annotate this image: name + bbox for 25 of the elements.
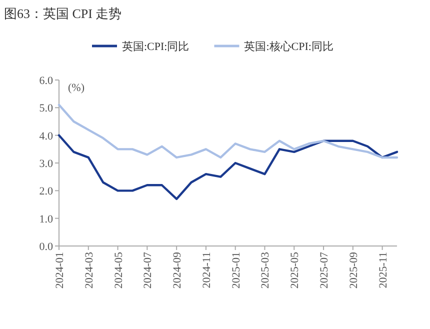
legend-label: 英国:核心CPI:同比 [244,40,334,53]
y-tick-label: 3.0 [39,158,54,170]
x-tick-label: 2025-05 [289,252,302,289]
legend-label: 英国:CPI:同比 [122,40,190,53]
x-tick-label: 2025-11 [377,252,390,288]
x-tick-label: 2025-07 [318,252,331,289]
x-tick-label: 2025-01 [230,252,242,289]
y-tick-label: 5.0 [39,102,54,115]
chart-title: 图63：英国 CPI 走势 [4,6,122,21]
x-tick-label: 2024-11 [200,252,213,288]
x-tick-label: 2024-01 [54,252,66,289]
x-tick-label: 2024-05 [112,252,125,289]
y-axis-title: (%) [68,82,85,94]
x-tick-label: 2024-03 [83,252,96,289]
x-tick-label: 2024-09 [172,252,184,289]
line-series [58,134,398,200]
x-tick-label: 2025-03 [260,252,272,289]
line-series [58,104,398,159]
y-tick-label: 2.0 [39,186,54,198]
y-tick-label: 1.0 [39,213,54,226]
y-tick-label: 0.0 [39,241,54,253]
y-tick-label: 4.0 [39,130,54,142]
x-tick-label: 2025-09 [348,252,360,289]
y-tick-label: 6.0 [39,75,54,87]
x-tick-label: 2024-07 [142,252,154,289]
